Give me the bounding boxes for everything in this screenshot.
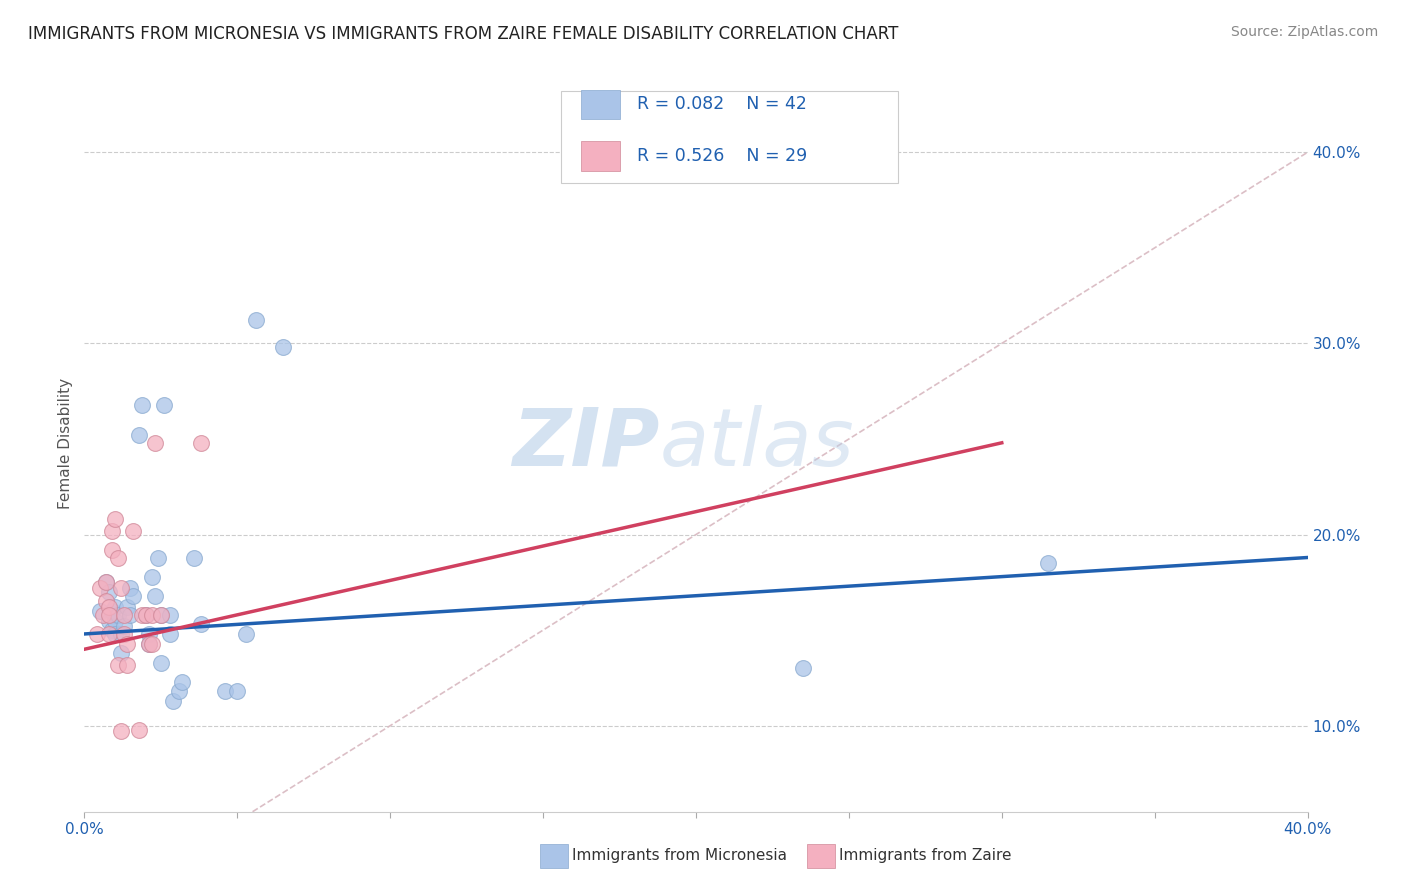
Point	[110, 646, 132, 660]
Point	[120, 581, 142, 595]
Point	[190, 617, 212, 632]
Point	[112, 627, 135, 641]
Point	[101, 623, 124, 637]
Point	[235, 627, 257, 641]
Point	[89, 581, 111, 595]
Point	[172, 674, 194, 689]
Point	[107, 550, 129, 565]
Point	[89, 604, 111, 618]
FancyBboxPatch shape	[561, 90, 898, 183]
Point	[122, 524, 145, 538]
Point	[159, 627, 181, 641]
Point	[183, 550, 205, 565]
Point	[167, 684, 190, 698]
Point	[91, 607, 114, 622]
Point	[94, 594, 117, 608]
FancyBboxPatch shape	[540, 844, 568, 868]
Point	[97, 614, 120, 628]
Point	[138, 636, 160, 650]
Point	[138, 636, 160, 650]
Point	[143, 435, 166, 450]
Point	[115, 636, 138, 650]
Point	[141, 569, 163, 583]
Point	[141, 636, 163, 650]
Point	[245, 313, 267, 327]
Point	[149, 607, 172, 622]
Point	[101, 604, 124, 618]
Point	[792, 661, 814, 675]
Text: Immigrants from Micronesia: Immigrants from Micronesia	[572, 848, 787, 863]
Text: Source: ZipAtlas.com: Source: ZipAtlas.com	[1230, 25, 1378, 39]
Point	[135, 607, 157, 622]
Point	[135, 607, 157, 622]
Point	[149, 656, 172, 670]
Point	[1036, 556, 1059, 570]
Text: R = 0.526    N = 29: R = 0.526 N = 29	[637, 147, 807, 165]
Point	[112, 607, 135, 622]
FancyBboxPatch shape	[581, 89, 620, 119]
Point	[128, 723, 150, 737]
Point	[162, 694, 184, 708]
Point	[190, 435, 212, 450]
Point	[104, 627, 127, 641]
Y-axis label: Female Disability: Female Disability	[58, 378, 73, 509]
Text: atlas: atlas	[659, 405, 853, 483]
Point	[107, 657, 129, 672]
Point	[120, 607, 142, 622]
Point	[214, 684, 236, 698]
Point	[131, 607, 153, 622]
Text: Immigrants from Zaire: Immigrants from Zaire	[839, 848, 1012, 863]
Point	[131, 398, 153, 412]
Point	[86, 627, 108, 641]
FancyBboxPatch shape	[807, 844, 835, 868]
Point	[115, 600, 138, 615]
Point	[110, 581, 132, 595]
Point	[110, 627, 132, 641]
Point	[110, 724, 132, 739]
Point	[101, 524, 124, 538]
Point	[115, 657, 138, 672]
Point	[104, 614, 127, 628]
FancyBboxPatch shape	[581, 141, 620, 170]
Point	[97, 585, 120, 599]
Point	[104, 512, 127, 526]
Point	[159, 607, 181, 622]
Point	[94, 575, 117, 590]
Point	[128, 428, 150, 442]
Point	[138, 627, 160, 641]
Text: ZIP: ZIP	[512, 405, 659, 483]
Text: IMMIGRANTS FROM MICRONESIA VS IMMIGRANTS FROM ZAIRE FEMALE DISABILITY CORRELATIO: IMMIGRANTS FROM MICRONESIA VS IMMIGRANTS…	[28, 25, 898, 43]
Point	[107, 607, 129, 622]
Point	[97, 627, 120, 641]
Point	[153, 398, 176, 412]
Point	[94, 575, 117, 590]
Point	[97, 607, 120, 622]
Point	[146, 550, 169, 565]
Point	[104, 600, 127, 615]
Point	[101, 542, 124, 557]
Point	[149, 607, 172, 622]
Point	[143, 589, 166, 603]
Point	[271, 340, 294, 354]
Point	[112, 619, 135, 633]
Point	[122, 589, 145, 603]
Point	[226, 684, 249, 698]
Text: R = 0.082    N = 42: R = 0.082 N = 42	[637, 95, 807, 113]
Point	[97, 600, 120, 615]
Point	[141, 607, 163, 622]
